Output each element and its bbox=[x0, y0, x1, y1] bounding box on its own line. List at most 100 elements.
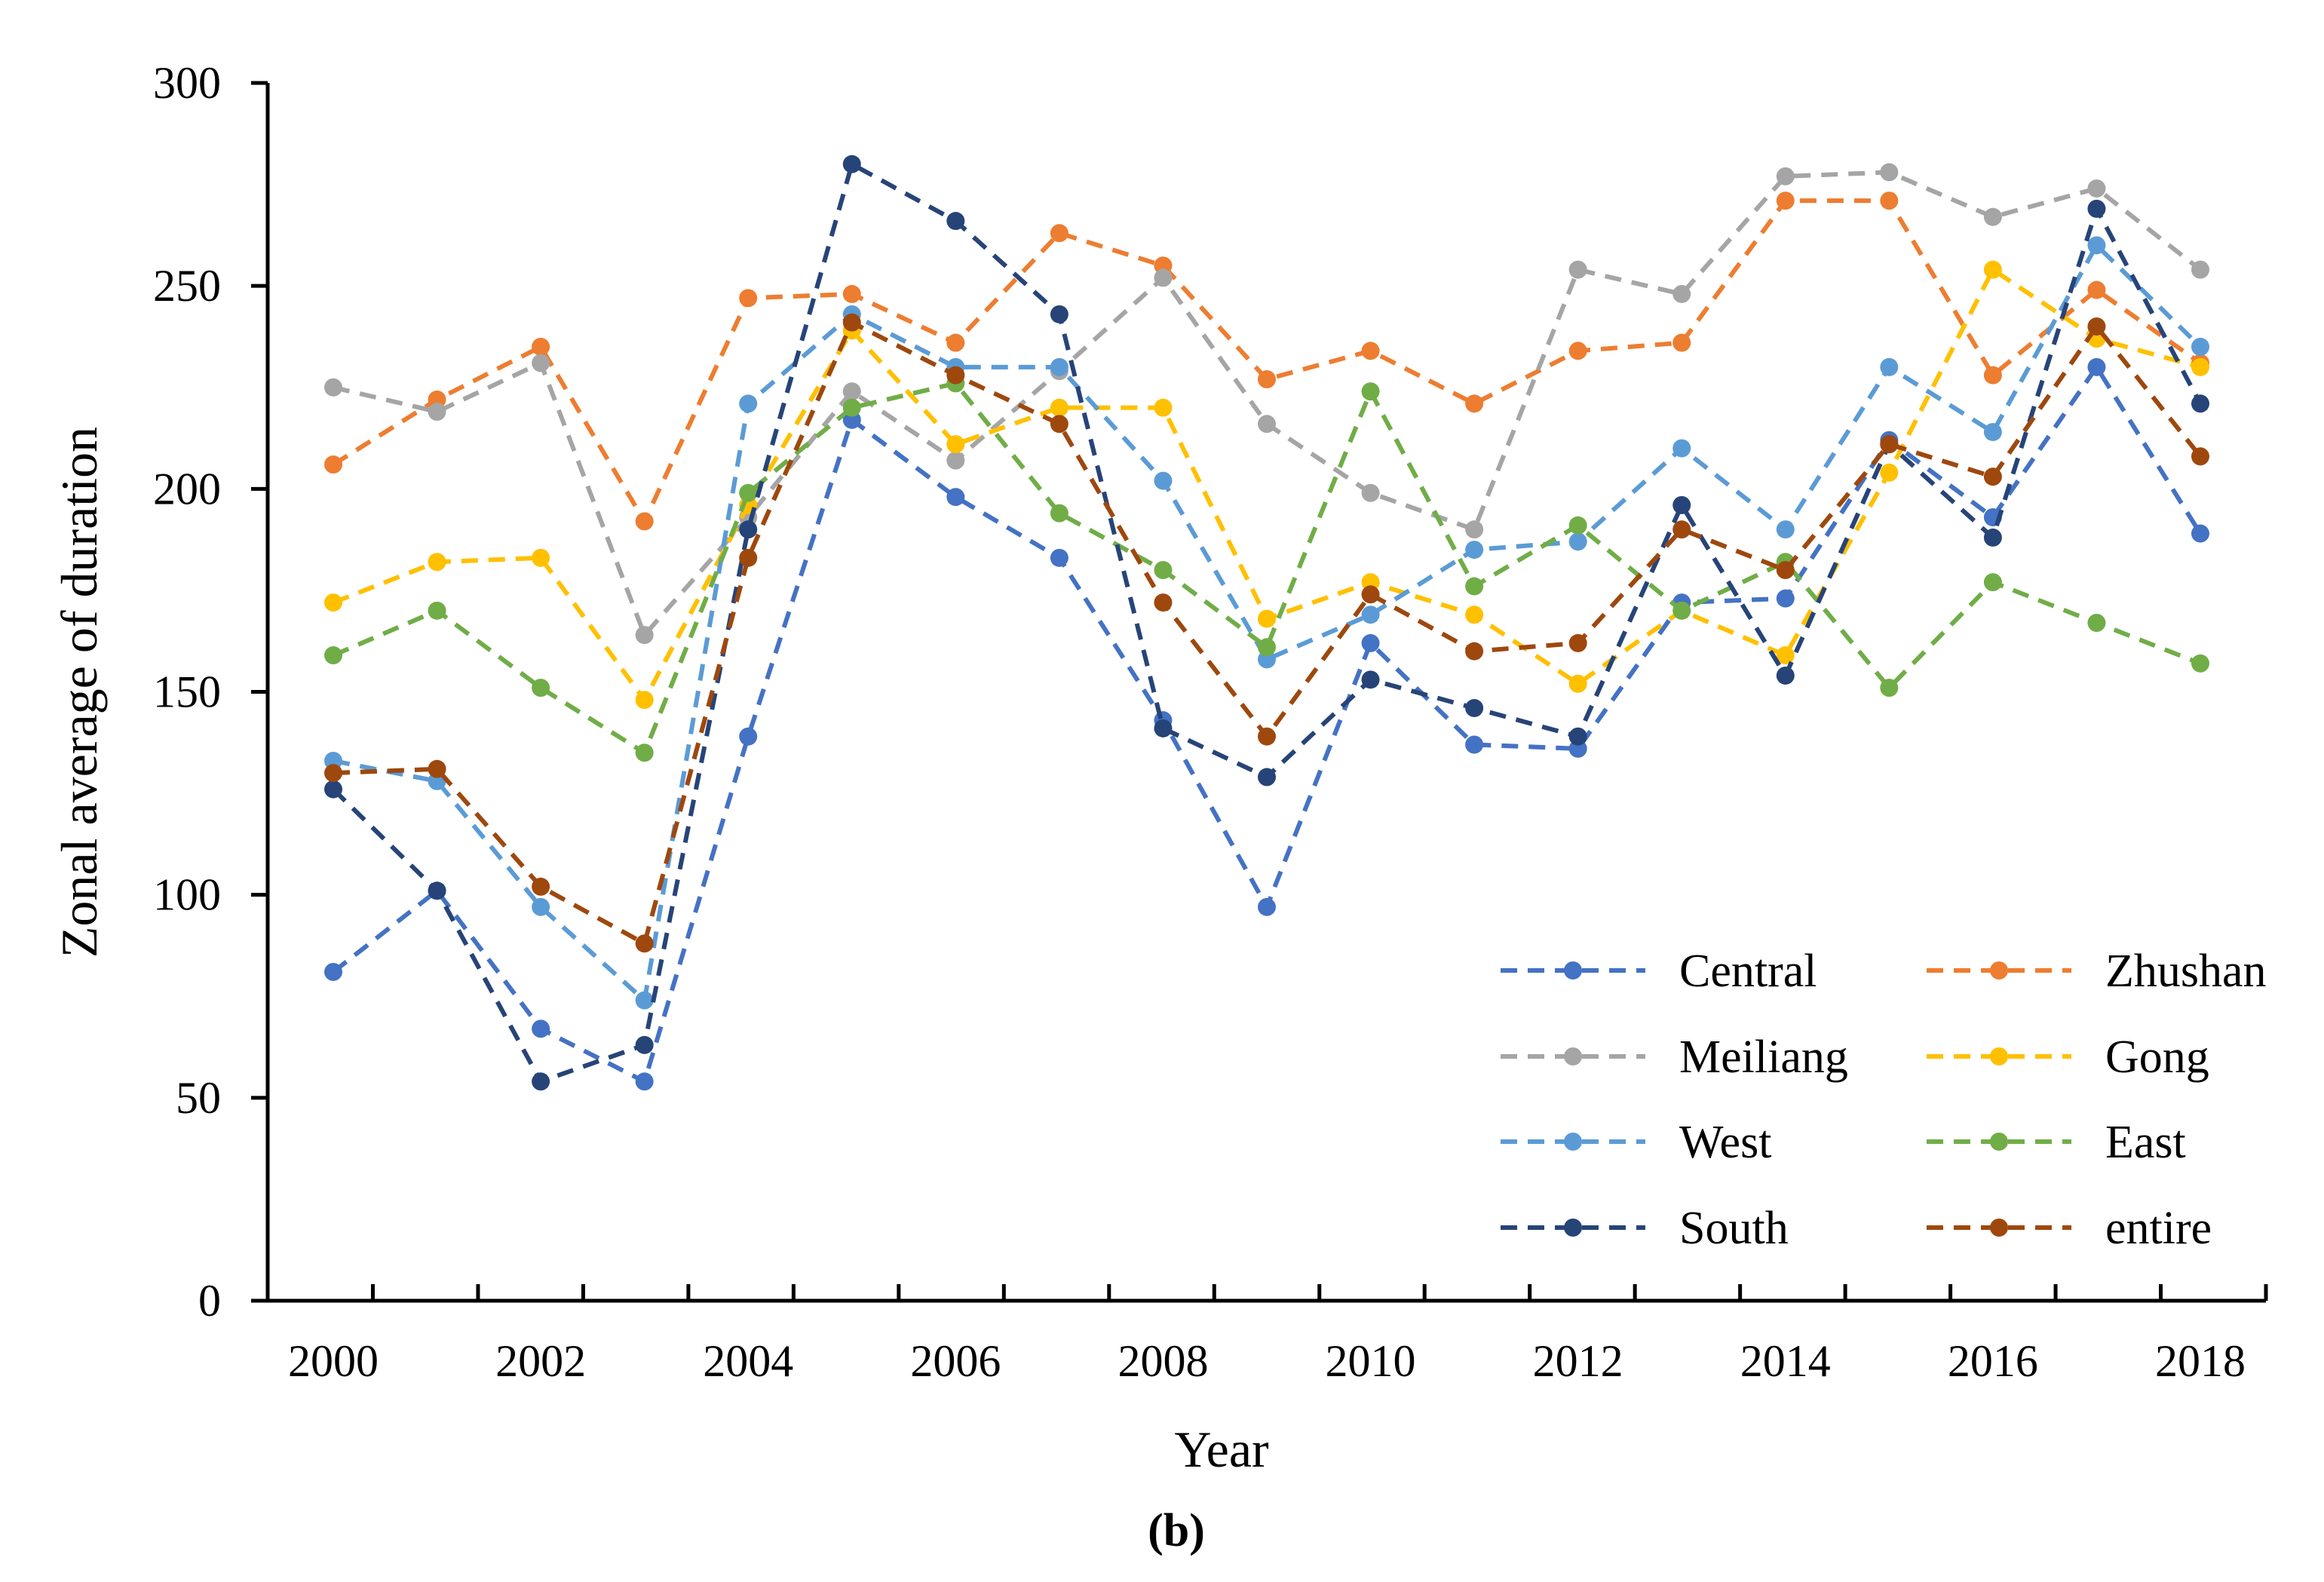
data-point bbox=[1672, 495, 1691, 514]
series-line-gong bbox=[332, 267, 2201, 703]
legend-item-west: West bbox=[1501, 1117, 1771, 1168]
data-point bbox=[1983, 366, 2002, 385]
x-tick-label: 2004 bbox=[703, 1336, 793, 1386]
series-east bbox=[324, 374, 2209, 762]
data-point bbox=[1154, 561, 1173, 579]
data-point bbox=[842, 313, 861, 332]
legend-marker bbox=[1990, 961, 2008, 980]
data-point bbox=[1880, 463, 1899, 482]
data-point bbox=[1983, 468, 2002, 486]
data-point bbox=[324, 593, 342, 612]
x-tick-label: 2006 bbox=[910, 1336, 1001, 1386]
legend-label: entire bbox=[2105, 1203, 2212, 1254]
data-point bbox=[1361, 633, 1380, 652]
data-point bbox=[946, 435, 965, 454]
legend-item-east: East bbox=[1927, 1117, 2186, 1168]
data-point bbox=[1880, 163, 1899, 182]
data-point bbox=[1880, 679, 1899, 697]
data-point bbox=[1361, 606, 1380, 624]
data-point bbox=[739, 483, 758, 502]
data-point bbox=[428, 601, 446, 620]
data-point bbox=[739, 289, 758, 308]
series-line-zhushan bbox=[332, 198, 2202, 524]
y-axis-title: Zonal average of duration bbox=[51, 427, 108, 958]
data-point bbox=[1154, 719, 1173, 737]
series-meiliang bbox=[324, 163, 2209, 645]
series-entire bbox=[324, 313, 2209, 953]
data-point bbox=[2191, 394, 2209, 413]
y-tick-label: 100 bbox=[153, 870, 221, 920]
legend-label: Gong bbox=[2105, 1032, 2209, 1083]
data-point bbox=[1050, 504, 1068, 523]
data-point bbox=[1258, 369, 1276, 388]
data-point bbox=[1776, 520, 1795, 539]
data-point bbox=[324, 378, 342, 397]
legend-marker bbox=[1990, 1219, 2008, 1237]
data-point bbox=[946, 212, 965, 231]
y-tick-label: 250 bbox=[153, 261, 221, 311]
data-point bbox=[1465, 577, 1484, 596]
y-tick-label: 0 bbox=[198, 1276, 221, 1326]
data-point bbox=[635, 934, 654, 953]
x-tick-label: 2012 bbox=[1533, 1336, 1623, 1386]
data-point bbox=[2191, 337, 2209, 356]
data-point bbox=[635, 1035, 654, 1054]
data-point bbox=[946, 333, 965, 352]
data-point bbox=[2191, 260, 2209, 279]
data-point bbox=[532, 337, 550, 356]
y-tick-label: 150 bbox=[153, 667, 221, 717]
data-point bbox=[1672, 284, 1691, 303]
data-point bbox=[324, 646, 342, 665]
data-point bbox=[1465, 699, 1484, 718]
data-point bbox=[1258, 768, 1276, 786]
data-point bbox=[1776, 666, 1795, 685]
data-point bbox=[946, 366, 965, 385]
y-tick-label: 300 bbox=[153, 58, 221, 108]
legend-marker bbox=[1564, 1047, 1582, 1065]
data-point bbox=[428, 759, 446, 778]
data-point bbox=[2191, 654, 2209, 673]
legend-item-south: South bbox=[1501, 1203, 1789, 1254]
data-point bbox=[1361, 483, 1380, 502]
series-layer bbox=[324, 155, 2209, 1091]
data-point bbox=[1880, 435, 1899, 454]
data-point bbox=[1568, 260, 1587, 279]
data-point bbox=[946, 451, 965, 470]
data-point bbox=[532, 1019, 550, 1038]
data-point bbox=[1880, 357, 1899, 376]
legend-label: Central bbox=[1679, 946, 1817, 997]
y-tick-label: 50 bbox=[176, 1073, 221, 1123]
data-point bbox=[2087, 236, 2106, 255]
data-point bbox=[739, 394, 758, 413]
data-point bbox=[2087, 199, 2106, 218]
legend-marker bbox=[1990, 1047, 2008, 1065]
data-point bbox=[532, 1072, 550, 1091]
series-line-east bbox=[332, 381, 2202, 756]
data-point bbox=[739, 520, 758, 539]
data-point bbox=[1154, 593, 1173, 612]
data-point bbox=[1983, 422, 2002, 441]
data-point bbox=[1050, 305, 1068, 323]
data-point bbox=[739, 548, 758, 567]
data-point bbox=[532, 548, 550, 567]
data-point bbox=[842, 155, 861, 173]
data-point bbox=[1258, 638, 1276, 657]
data-point bbox=[2087, 357, 2106, 376]
data-point bbox=[1568, 633, 1587, 652]
data-point bbox=[1983, 207, 2002, 226]
x-tick-label: 2014 bbox=[1740, 1336, 1831, 1386]
data-point bbox=[1983, 573, 2002, 592]
data-point bbox=[1154, 471, 1173, 490]
data-point bbox=[1672, 601, 1691, 620]
data-point bbox=[324, 764, 342, 783]
data-point bbox=[1154, 398, 1173, 417]
series-gong bbox=[324, 260, 2209, 710]
data-point bbox=[635, 1072, 654, 1091]
y-axis-ticks: 0 50 100 150 200 250 300 bbox=[153, 58, 268, 1326]
legend-item-meiliang: Meiliang bbox=[1501, 1032, 1848, 1083]
y-tick-label: 200 bbox=[153, 464, 221, 514]
data-point bbox=[842, 284, 861, 303]
data-point bbox=[2191, 524, 2209, 543]
legend-marker bbox=[1990, 1133, 2008, 1151]
